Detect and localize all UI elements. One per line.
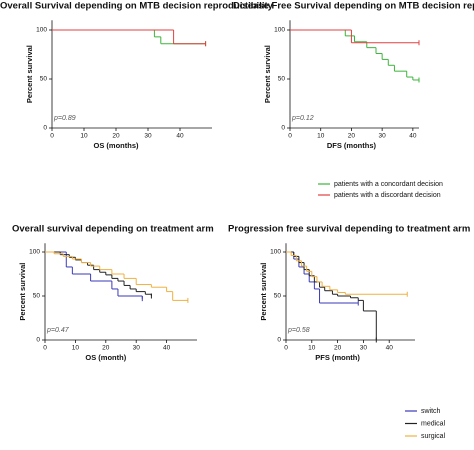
x-tick-label: 30: [133, 345, 141, 352]
y-tick-label: 0: [43, 125, 47, 132]
x-axis-label: DFS (months): [327, 141, 377, 150]
x-tick-label: 40: [386, 345, 394, 352]
y-tick-label: 100: [274, 27, 285, 34]
x-tick-label: 0: [288, 133, 292, 140]
x-axis-label: OS (month): [85, 353, 126, 362]
y-tick-label: 100: [270, 249, 281, 256]
x-tick-label: 20: [348, 133, 356, 140]
chart-title: Disease Free Survival depending on MTB d…: [233, 1, 474, 12]
legend-label: patients with a discordant decision: [334, 192, 441, 199]
x-tick-label: 10: [72, 345, 80, 352]
x-tick-label: 20: [112, 133, 120, 140]
chart-title: Overall Survival depending on MTB decisi…: [0, 1, 274, 12]
y-tick-label: 0: [277, 337, 281, 344]
x-tick-label: 0: [50, 133, 54, 140]
x-tick-label: 30: [360, 345, 368, 352]
p-value: p=0.58: [287, 327, 310, 334]
x-axis-label: OS (months): [94, 141, 139, 150]
chart-title: Overall survival depending on treatment …: [12, 224, 214, 235]
legend-label: patients with a concordant decision: [334, 181, 443, 188]
x-tick-label: 40: [409, 133, 417, 140]
y-tick-label: 100: [36, 27, 47, 34]
legend-label: switch: [421, 408, 441, 415]
p-value: p=0.47: [46, 327, 70, 334]
y-tick-label: 50: [274, 293, 282, 300]
x-tick-label: 0: [43, 345, 47, 352]
x-tick-label: 40: [176, 133, 184, 140]
chart-title: Progression free survival depending to t…: [228, 224, 470, 235]
p-value: p=0.89: [53, 115, 76, 122]
x-tick-label: 0: [284, 345, 288, 352]
x-tick-label: 10: [80, 133, 88, 140]
y-axis-label: Percent survival: [25, 45, 34, 103]
y-tick-label: 0: [281, 125, 285, 132]
legend-label: surgical: [421, 433, 446, 440]
x-tick-label: 40: [163, 345, 171, 352]
x-tick-label: 30: [379, 133, 387, 140]
y-tick-label: 0: [36, 337, 40, 344]
x-axis-label: PFS (month): [315, 353, 360, 362]
y-tick-label: 50: [33, 293, 41, 300]
y-tick-label: 50: [278, 76, 286, 83]
x-tick-label: 30: [144, 133, 152, 140]
x-tick-label: 20: [334, 345, 342, 352]
x-tick-label: 20: [102, 345, 110, 352]
y-tick-label: 100: [29, 249, 40, 256]
p-value: p=0.12: [291, 115, 314, 122]
x-tick-label: 10: [317, 133, 325, 140]
y-axis-label: Percent survival: [263, 45, 272, 103]
x-tick-label: 10: [308, 345, 316, 352]
y-axis-label: Percent survival: [18, 263, 27, 321]
legend-label: medical: [421, 420, 446, 427]
y-tick-label: 50: [40, 76, 48, 83]
y-axis-label: Percent survival: [259, 263, 268, 321]
